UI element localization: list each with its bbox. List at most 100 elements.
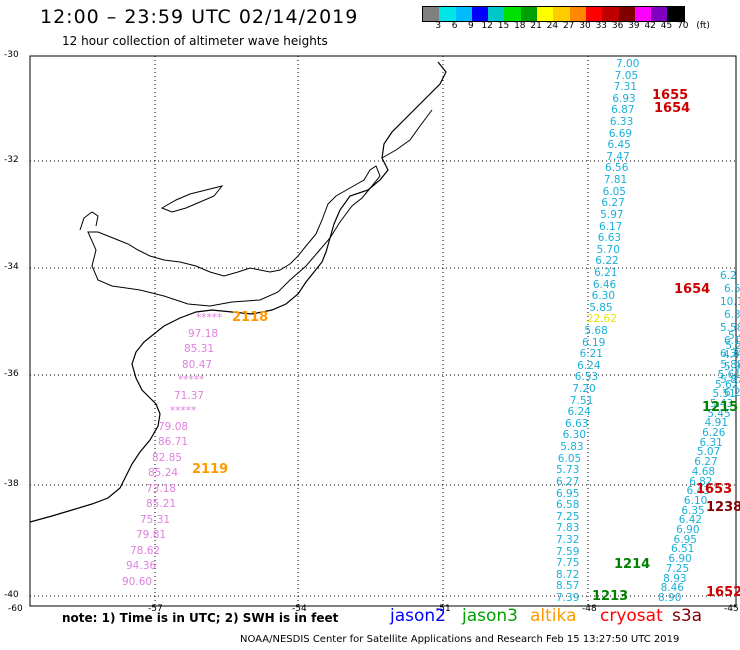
colorbar-swatch <box>585 7 603 21</box>
wave-height-reading: 8.46 <box>660 582 684 595</box>
wave-height-reading: 6.22 <box>595 255 619 268</box>
track-time-label: 1653 <box>696 482 733 497</box>
track-time-label: 1654 <box>654 101 691 116</box>
map-frame <box>29 55 737 607</box>
colorbar-label: 27 <box>562 21 575 31</box>
latitude-label: -38 <box>4 479 19 489</box>
colorbar-label: 21 <box>530 21 542 31</box>
wave-height-reading: 7.25 <box>556 510 580 523</box>
wave-height-reading: 7.59 <box>556 545 580 558</box>
latitude-label: -40 <box>4 590 19 600</box>
colorbar-swatch <box>439 7 456 21</box>
wave-height-reading: 5.68 <box>584 325 608 337</box>
wave-height-reading: 6.19 <box>581 336 606 349</box>
wave-height-reading: 5.43 <box>709 397 734 410</box>
colorbar-label: 39 <box>628 21 640 31</box>
colorbar-swatch <box>471 7 489 21</box>
wave-height-reading: 6.87 <box>611 104 635 117</box>
longitude-label: -51 <box>436 604 451 614</box>
wave-height-reading: 79.08 <box>158 420 189 433</box>
wave-height-reading: 6.58 <box>556 499 580 512</box>
wave-height-reading: 10.1 <box>720 296 740 308</box>
wave-height-reading: 5.45 <box>707 407 731 420</box>
wave-height-reading: 5.70 <box>596 243 620 256</box>
wave-height-reading: 97.18 <box>188 327 219 340</box>
wave-height-reading: 6.69 <box>608 127 633 140</box>
wave-height-reading: 6.05 <box>557 452 582 465</box>
wave-height-reading: 7.25 <box>665 562 690 575</box>
colorbar-label: 24 <box>546 21 559 31</box>
wave-height-reading: 6.82 <box>689 475 713 488</box>
wave-height-reading: 5.73 <box>556 464 580 477</box>
wave-height-reading: 5.45 <box>728 330 740 342</box>
wave-height-reading: 5.91 <box>724 361 740 373</box>
wave-height-reading: 7.81 <box>603 174 628 187</box>
wave-height-reading: 5.20 <box>725 339 740 352</box>
wave-height-reading: 5.62 <box>715 378 739 391</box>
wave-height-reading: 6.26 <box>702 427 726 440</box>
track-time-label: 1215 <box>702 400 739 415</box>
wave-height-reading: 6.3 <box>724 309 740 321</box>
wave-height-reading: 7.75 <box>556 557 580 570</box>
wave-height-reading: 6.33 <box>609 116 634 129</box>
wave-height-reading: 6.34 <box>720 348 740 360</box>
wave-height-reading: 6.2 <box>720 270 737 282</box>
wave-height-reading: 6.24 <box>724 387 740 399</box>
wave-height-reading: 6.43 <box>686 485 710 498</box>
track-time-label: 1213 <box>592 589 629 604</box>
coastline <box>29 61 447 523</box>
wave-height-reading: ***** <box>170 405 197 417</box>
wave-height-reading: 7.00 <box>616 58 640 70</box>
colorbar-swatch <box>667 7 684 21</box>
colorbar-swatch <box>520 7 538 21</box>
satellite-legend-item: jason3 <box>462 606 518 626</box>
wave-height-reading: 6.90 <box>676 524 700 537</box>
latitude-label: -36 <box>4 369 19 379</box>
wave-height-reading: 6.5 <box>724 283 740 295</box>
wave-height-reading: 82.85 <box>152 451 183 464</box>
wave-height-reading: 7.51 <box>569 394 594 407</box>
colorbar-label: 36 <box>611 21 624 31</box>
colorbar-swatch <box>504 7 521 21</box>
track-time-label: 1652 <box>706 585 740 600</box>
colorbar-label: 30 <box>579 21 591 31</box>
satellite-legend-item: jason2 <box>390 606 446 626</box>
wave-height-reading: 6.30 <box>562 429 587 442</box>
colorbar-swatch <box>602 7 619 21</box>
wave-height-reading: 8.90 <box>658 592 682 604</box>
colorbar-swatch <box>455 7 472 21</box>
wave-height-reading: 73.18 <box>146 482 177 495</box>
colorbar-swatch <box>569 7 586 21</box>
wave-height-reading: 6.63 <box>597 232 622 245</box>
wave-height-reading: 79.81 <box>136 529 167 541</box>
colorbar-labels: 3 6 9 12 15 18 21 24 27 30 33 36 39 42 45 70 (ft) <box>422 21 740 33</box>
wave-height-reading: 7.47 <box>606 150 630 163</box>
wave-height-reading: 78.62 <box>130 544 161 557</box>
note-text: note: 1) Time is in UTC; 2) SWH is in fe… <box>62 611 339 625</box>
longitude-label: -45 <box>724 604 739 614</box>
wave-height-reading: 5.83 <box>560 441 584 454</box>
wave-height-reading: 4.91 <box>704 417 729 430</box>
wave-height-reading: 7.20 <box>572 383 596 396</box>
wave-height-reading: 5.51 <box>712 388 736 401</box>
track-time-label: 2119 <box>192 462 229 477</box>
wave-height-reading: 6.27 <box>556 475 580 488</box>
wave-height-reading: 7.31 <box>613 81 637 94</box>
longitude-label: -54 <box>292 604 307 614</box>
track-time-label: 1654 <box>674 282 711 297</box>
colorbar-swatch <box>423 7 440 21</box>
track-time-label: 1238 <box>706 500 740 515</box>
track-time-label: 2118 <box>232 310 269 325</box>
wave-height-reading: 85.21 <box>146 498 177 510</box>
wave-height-reading: 22.62 <box>586 313 617 326</box>
wave-height-reading: 6.95 <box>673 533 697 546</box>
wave-height-reading: 6.10 <box>683 494 708 507</box>
colorbar-label: 42 <box>644 21 656 31</box>
wave-height-reading: 6.63 <box>565 417 589 430</box>
colorbar-swatch <box>634 7 652 21</box>
wave-height-reading: 6.27 <box>601 197 625 210</box>
colorbar-swatch <box>651 7 668 21</box>
wave-height-reading: 75.31 <box>140 513 171 526</box>
wave-height-reading: 5.61 <box>717 368 740 381</box>
